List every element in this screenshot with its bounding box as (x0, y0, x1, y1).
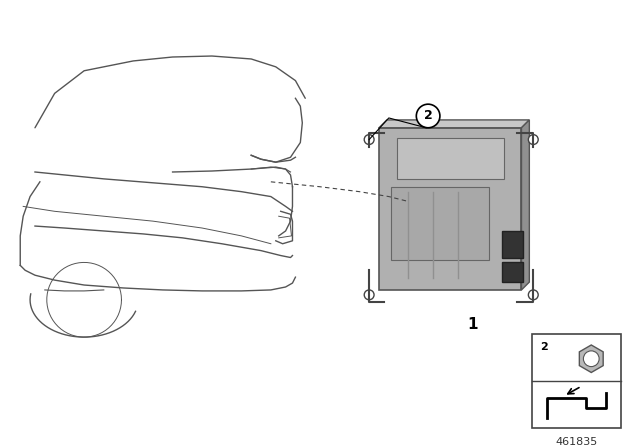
Text: 1: 1 (467, 318, 477, 332)
Polygon shape (379, 120, 529, 128)
Circle shape (529, 135, 538, 144)
Circle shape (584, 351, 599, 366)
Circle shape (364, 135, 374, 144)
FancyBboxPatch shape (379, 128, 522, 290)
Text: 461835: 461835 (556, 437, 598, 448)
Circle shape (364, 290, 374, 300)
Circle shape (529, 290, 538, 300)
Text: 2: 2 (540, 342, 548, 352)
Polygon shape (522, 120, 529, 290)
FancyBboxPatch shape (391, 187, 489, 260)
Circle shape (416, 104, 440, 128)
Bar (502, 231, 524, 258)
FancyBboxPatch shape (397, 138, 504, 179)
Polygon shape (579, 345, 603, 372)
Bar (502, 263, 524, 282)
Bar (532, 334, 621, 427)
Text: 2: 2 (424, 109, 433, 122)
